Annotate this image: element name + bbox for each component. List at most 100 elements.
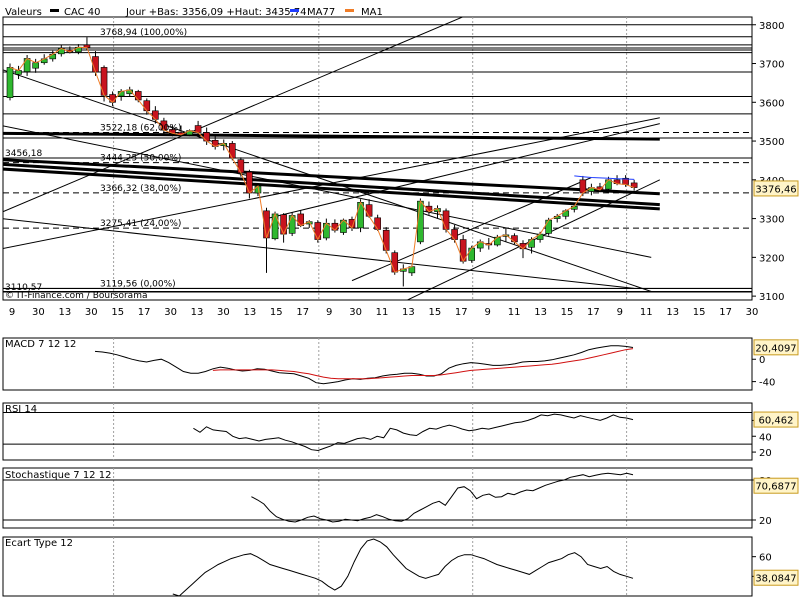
indicator-last-value-2-box — [753, 411, 799, 428]
main-y-tick-label: 3300 — [759, 215, 784, 226]
candle-body — [314, 222, 322, 240]
trendline-11 — [3, 167, 660, 211]
candle-body — [143, 100, 151, 112]
trendline-3 — [3, 17, 464, 213]
side-level-label-1: 3110,57 — [5, 283, 42, 293]
ma1-line — [9, 46, 635, 273]
candle-body — [280, 214, 287, 235]
indicator-y-tick-label: 40 — [759, 432, 772, 443]
fibonacci-label-0: 3768,94 (100,00%) — [100, 28, 187, 38]
indicator-title-4: Ecart Type 12 — [5, 538, 73, 549]
candle-body — [451, 229, 458, 240]
ma1-color-key — [345, 9, 354, 12]
candle-body — [579, 179, 587, 194]
indicator-title-3: Stochastique 7 12 12 — [5, 470, 111, 481]
main-y-tick-label: 3800 — [759, 21, 784, 32]
indicator-title-1: MACD 7 12 12 — [5, 339, 76, 350]
panel-frame-2 — [2, 402, 753, 461]
trendline-9 — [3, 158, 660, 196]
indicator-last-value-3: 70,6877 — [755, 482, 796, 493]
candle-body — [23, 58, 31, 72]
main-y-tick-label: 3500 — [759, 137, 784, 148]
ma77-color-key — [290, 9, 299, 12]
candle-body — [6, 67, 14, 98]
candle-body — [331, 222, 339, 231]
main-y-tick-label: 3200 — [759, 253, 784, 264]
x-tick-label: 15 — [270, 307, 283, 318]
candle-body — [391, 252, 399, 273]
indicator-series-2-0 — [193, 413, 634, 452]
main-y-tick-label: 3600 — [759, 98, 784, 109]
indicator-last-value-4-box — [753, 569, 799, 586]
main-y-tick-label: 3700 — [759, 60, 784, 71]
indicator-last-value-4: 38,0847 — [755, 574, 796, 585]
x-tick-label: 17 — [719, 307, 732, 318]
indicator-series-4-0 — [172, 538, 634, 597]
chart-header: Valeurs CAC 40 Jour +Bas: 3356,09 +Haut:… — [5, 7, 383, 18]
candle-body — [442, 210, 450, 230]
main-drawings — [3, 17, 752, 300]
indicator-last-value-2: 60,462 — [759, 416, 794, 427]
indicator-y-tick-label: 20 — [759, 448, 772, 459]
indicator-y-tick-label: 0 — [759, 355, 765, 366]
x-tick-label: 13 — [191, 307, 204, 318]
x-tick-label: 30 — [32, 307, 45, 318]
x-tick-label: 9 — [617, 307, 623, 318]
candle-body — [237, 159, 245, 174]
x-tick-label: 11 — [640, 307, 653, 318]
x-tick-label: 17 — [455, 307, 468, 318]
indicator-y-tick-label: 60 — [759, 553, 772, 564]
x-tick-label: 15 — [111, 307, 124, 318]
ma1-legend: MA1 — [361, 7, 383, 18]
indicator-last-value-3-box — [753, 477, 799, 494]
x-tick-label: 9 — [9, 307, 15, 318]
fibonacci-label-4: 3275,41 (24,00%) — [100, 219, 181, 229]
x-tick-label: 11 — [376, 307, 389, 318]
ma77-line — [574, 175, 635, 180]
candle-body — [365, 204, 373, 217]
panel-frame-4 — [2, 536, 753, 597]
candle-body — [511, 235, 518, 243]
fibonacci-label-3: 3366,32 (38,00%) — [100, 184, 181, 194]
x-tick-label: 9 — [326, 307, 332, 318]
x-tick-label: 15 — [693, 307, 706, 318]
indicator-series-3-0 — [251, 472, 634, 523]
x-tick-label: 30 — [164, 307, 177, 318]
trendline-10 — [3, 162, 660, 207]
candle-body — [194, 125, 202, 133]
trendline-8 — [3, 131, 660, 141]
candle-body — [545, 219, 552, 234]
indicator-title-2: RSI 14 — [5, 404, 37, 415]
candle-body — [32, 62, 39, 69]
x-tick-label: 13 — [534, 307, 547, 318]
valeurs-menu[interactable]: Valeurs — [5, 7, 42, 18]
candle-body — [92, 56, 99, 73]
candle-body — [100, 67, 108, 96]
drawing-layer — [3, 17, 752, 300]
candle-body — [152, 110, 159, 120]
side-level-label-0: 3456,18 — [5, 149, 42, 159]
panel-frame-1 — [2, 337, 753, 391]
x-tick-label: 17 — [138, 307, 151, 318]
candle-body — [374, 217, 381, 230]
candle-body — [494, 236, 501, 246]
x-tick-label: 30 — [85, 307, 98, 318]
candle-body — [134, 91, 142, 101]
candle-body — [246, 171, 253, 194]
instrument-name: CAC 40 — [64, 7, 101, 18]
x-tick-label: 17 — [587, 307, 600, 318]
indicator-y-tick-label: -40 — [759, 378, 775, 389]
indicator-series-1-1 — [212, 348, 634, 380]
candle-body — [229, 143, 236, 159]
instrument-color-key — [50, 9, 59, 12]
x-tick-label: 17 — [296, 307, 309, 318]
x-tick-label: 15 — [561, 307, 574, 318]
fibonacci-label-1: 3522,18 (62,00%) — [100, 123, 181, 133]
labels-layer: 9 30 13 30 15 17 30 13 30 13 15 17 9 30 11 13 15 17 9 11 13 1… — [5, 21, 799, 586]
fibonacci-label-5: 3119,56 (0,00%) — [100, 280, 176, 290]
x-tick-label: 13 — [402, 307, 415, 318]
candle-body — [382, 229, 390, 251]
x-tick-label: 13 — [666, 307, 679, 318]
indicator-y-tick-label: 20 — [759, 516, 772, 527]
